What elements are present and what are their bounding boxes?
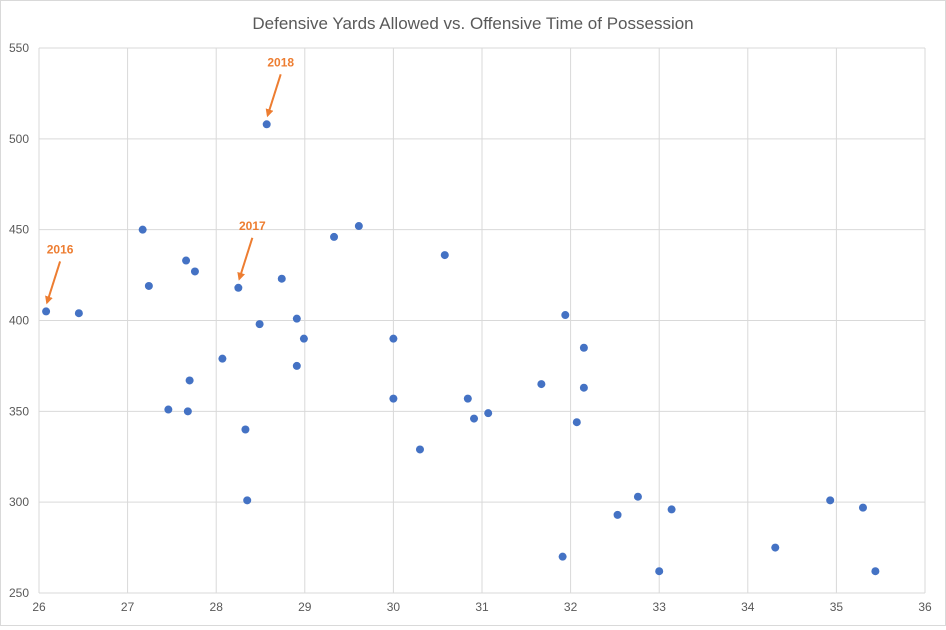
data-point xyxy=(826,496,835,505)
data-point xyxy=(572,418,581,427)
data-point xyxy=(633,492,642,501)
data-point xyxy=(655,567,664,576)
data-point xyxy=(537,380,546,389)
data-point xyxy=(667,505,676,514)
data-point xyxy=(389,334,398,343)
data-point xyxy=(463,394,472,403)
annotation-label: 2018 xyxy=(267,55,294,69)
data-points xyxy=(42,120,880,576)
data-point xyxy=(277,274,286,283)
data-point xyxy=(164,405,173,414)
x-tick-label: 30 xyxy=(387,600,401,614)
gridlines xyxy=(38,47,926,594)
x-tick-label: 31 xyxy=(475,600,489,614)
annotation-arrow xyxy=(265,73,282,118)
data-point xyxy=(74,309,83,318)
annotation-label: 2016 xyxy=(47,242,74,256)
data-point xyxy=(190,267,199,276)
data-point xyxy=(561,311,570,320)
x-tick-label: 35 xyxy=(830,600,844,614)
data-point xyxy=(470,414,479,423)
y-tick-label: 550 xyxy=(9,41,29,55)
x-tick-label: 32 xyxy=(564,600,578,614)
annotation-arrow xyxy=(45,261,62,305)
x-tick-label: 29 xyxy=(298,600,312,614)
y-tick-label: 500 xyxy=(9,132,29,146)
x-tick-label: 28 xyxy=(210,600,224,614)
x-tick-label: 27 xyxy=(121,600,135,614)
annotation-arrow xyxy=(237,237,254,281)
y-tick-label: 350 xyxy=(9,404,29,418)
data-point xyxy=(415,445,424,454)
data-point xyxy=(330,232,339,241)
data-point xyxy=(138,225,147,234)
y-tick-label: 450 xyxy=(9,223,29,237)
data-point xyxy=(440,251,449,260)
x-tick-label: 33 xyxy=(653,600,667,614)
x-axis-ticks: 26 27 28 29 30 31 32 33 34 35 36 xyxy=(32,600,932,614)
data-point xyxy=(354,222,363,231)
data-point xyxy=(144,281,153,290)
data-point xyxy=(182,256,191,265)
data-point xyxy=(858,503,867,512)
annotation-label: 2017 xyxy=(239,219,266,233)
chart-title: Defensive Yards Allowed vs. Offensive Ti… xyxy=(252,14,693,33)
data-point xyxy=(185,376,194,385)
data-point xyxy=(234,283,243,292)
data-point xyxy=(255,320,264,329)
data-point xyxy=(292,361,301,370)
y-tick-label: 400 xyxy=(9,314,29,328)
data-point xyxy=(241,425,250,434)
annotations: 2016 2017 2018 xyxy=(45,55,294,305)
data-point xyxy=(771,543,780,552)
data-point xyxy=(389,394,398,403)
data-point xyxy=(484,409,493,418)
data-point xyxy=(299,334,308,343)
data-point xyxy=(613,510,622,519)
data-point xyxy=(292,314,301,323)
data-point xyxy=(243,496,252,505)
y-tick-label: 250 xyxy=(9,586,29,600)
y-axis-ticks: 250 300 350 400 450 500 550 xyxy=(9,41,29,600)
data-point xyxy=(579,343,588,352)
data-point xyxy=(579,383,588,392)
x-tick-label: 26 xyxy=(32,600,46,614)
data-point xyxy=(183,407,192,416)
data-point xyxy=(42,307,51,316)
data-point xyxy=(262,120,271,129)
data-point xyxy=(871,567,880,576)
x-tick-label: 36 xyxy=(918,600,932,614)
x-tick-label: 34 xyxy=(741,600,755,614)
data-point xyxy=(218,354,227,363)
data-point xyxy=(558,552,567,561)
y-tick-label: 300 xyxy=(9,495,29,509)
